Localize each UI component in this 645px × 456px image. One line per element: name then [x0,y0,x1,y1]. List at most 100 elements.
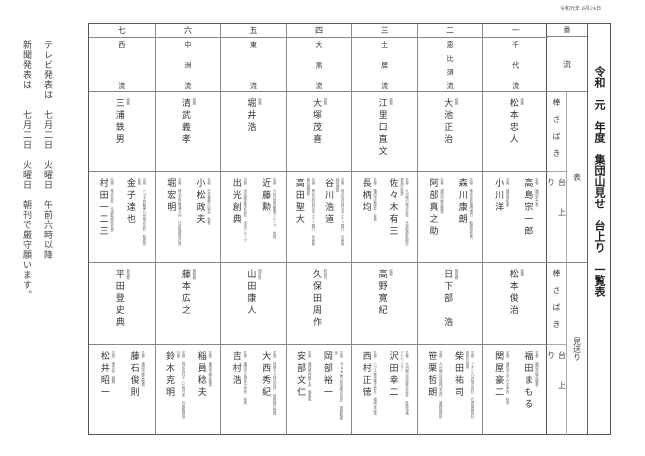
column-number: 五 [221,24,286,38]
person-name: 堀宏明 [165,178,176,214]
sobu-row-cell: 副総務 藤本広之 [155,263,221,345]
column-number: 四 [286,24,352,38]
document-date: 令和元年 6月24日 [560,6,602,12]
daiagari-row-cell: 名誉 福岡市市長 高島宗一郎 名誉 福岡県知事 小川洋 [483,172,548,263]
person-name: 笹栗哲朗 [426,351,437,399]
miokuri-bosabaki-label: 棒さばき [547,263,566,345]
ryu-name: 中洲流 [155,37,221,92]
miokuri-label: 見送り [566,263,587,435]
person-entry: 名誉 福岡市立博多小学校 校長 吉村浩 [230,351,248,429]
ryu-column: 六 中洲流 総務 清武義孝 名誉 日本喜劇人協会 会長 小松政夫 名誉 株式会社… [154,24,221,434]
person-name: 近藤勲 [260,178,271,214]
person-role: 総務 [389,98,394,105]
person-name: 福田まもる [522,351,533,411]
person-role: 名誉 福岡市立博多小学校 校長 [243,351,248,405]
row-header-column: 番 流 棒さばき 台上り 表 棒さばき 台上り 見送り [546,24,587,435]
daiagari-row-cell: 名誉 株式会社西日本シティ銀行 代表取締役頭取 谷川浩道 名誉 株式会社西日本シ… [286,172,352,263]
column-number: 三 [352,24,417,38]
person-role: 名誉 ハウス食品株式会社 福岡支店長 [373,351,378,415]
person-role: 名誉 トヨタ自動車九州株式会社 取締役会長 [137,178,147,246]
person-entry: 名誉 イオン九州株式会社 代表取締役社長執行役員 柴田祐司 [452,351,475,429]
newspaper-announcement-note: 新聞発表は 七月二日 火曜日 朝刊で厳守願います。 [21,40,31,300]
daiagari-row-cell: 名誉 福岡市議会議長 福田まもる 名誉 福岡市立千代中学校 校長 関屋豪二 [483,345,548,435]
ryu-column: 五 東流 総務 堀井浩 名誉 九州日産自動車グループ 会長 近藤勲 名誉 出光興… [220,24,286,434]
person-entry: 名誉 九州電力株式会社 代表取締役副社長執行役員 佐々木有三 [386,178,409,256]
person-entry: 名誉 株式会社電通九州 代表取締役社長 堀宏明 [164,178,182,256]
person-name: 大池正治 [442,98,453,146]
person-entry: 名誉 九州朝日放送株式会社 常務取締役 笹栗哲朗 [425,351,443,429]
person-entry: 名誉 九州朝日放送株式会社 役員待遇 アナウンサー 沢田幸二 [386,351,409,429]
person-name: 阿部真之助 [427,178,438,238]
ban-label: 番 [547,24,587,37]
person-role: 名誉 九州朝日放送株式会社 役員待遇 アナウンサー [400,351,410,415]
person-role: 名誉 日本喜劇人協会 会長 [207,178,212,225]
person-name: 柴田祐司 [453,351,464,399]
person-name: 出光創典 [230,178,241,226]
person-name: 平田登史典 [113,269,124,329]
person-entry: 名誉 福岡県知事 小川洋 [492,178,510,256]
person-entry: 副総務 平田登史典 [113,269,131,338]
sobu-row-cell: 総務 三浦鉄男 [89,92,155,172]
person-role: 総務 [520,269,525,276]
person-role: 名誉 株式会社テレビ西日本 代表取締役社長 [176,351,186,419]
person-entry: 名誉 ハウス食品株式会社 福岡支店長 西村正徳 [360,351,378,429]
person-role: 副総務 [455,269,460,280]
sobu-row-cell: 総務 松本忠人 [483,92,548,172]
person-role: 名誉 福岡県弁護士会 理事長 [308,351,313,401]
column-number: 六 [155,24,221,38]
person-entry: 名誉 RKB毎日放送株式会社 常務取締役 岡部裕一 [321,351,344,429]
daiagari-row-cell: 名誉 福岡市議会議員 藤石俊則 名誉 連合会 顧問 松井昭一 [89,345,155,435]
person-role: 名誉 福岡市市長 [535,178,540,207]
person-name: 江里口直文 [376,98,387,158]
person-name: 佐々木有三 [387,178,398,238]
person-entry: 名誉 株式会社西日本シティ銀行 代表取締役副頭取 高田聖大 [293,178,316,256]
daiagari-row-cell: 名誉 西部ガス株式会社 常務執行役員 大西秀紀 名誉 福岡市立博多小学校 校長 … [221,345,286,435]
person-role: 相談役 [258,269,263,280]
person-role: 総務 [323,98,328,105]
person-name: 松本俊治 [507,269,518,317]
sobu-row-cell: 町総代 久保田周作 [286,263,352,345]
person-role: 名誉 西部ガス株式会社 常務執行役員 [273,351,278,415]
person-role: 総務 [520,98,525,105]
person-role: 名誉 福岡市議会議長 [535,351,540,387]
daiagari-row-cell: 名誉 九州電力株式会社 代表取締役副社長執行役員 佐々木有三 名誉 福岡市医師会… [352,172,417,263]
person-name: 大塚茂喜 [310,98,321,146]
person-name: 森川康朗 [456,178,467,226]
person-name: 松本忠人 [507,98,518,146]
person-entry: 名誉 株式会社 代表取締役社長 村田一二三 [97,178,115,256]
column-number: 二 [417,24,483,38]
sobu-row-cell: 総務 大塚茂喜 [286,92,352,172]
sobu-row-cell: 総務 高野寛紀 [352,263,417,345]
person-entry: 名誉 株式会社西日本シティ銀行 代表取締役頭取 谷川浩道 [322,178,345,256]
person-entry: 名誉 福岡市立千代中学校 校長 関屋豪二 [492,351,510,429]
person-entry: 総務 松本俊治 [507,269,525,338]
person-entry: 名誉 連合会 顧問 松井昭一 [98,351,116,429]
person-name: 日下部 浩 [442,269,453,329]
miokuri-daiagari-label: 台上り [546,351,567,411]
daiagari-row-cell: 名誉 九州日産自動車グループ 会長 近藤勲 名誉 出光興産株式会社 出光グループ… [221,172,286,263]
person-name: 藤本広之 [179,269,190,317]
ryu-name: 千代流 [483,37,548,92]
person-name: 吉村浩 [230,351,241,387]
person-name: 大西秀紀 [260,351,271,399]
daiagari-row-cell: 名誉 トヨタ自動車九州株式会社 取締役会長 金子達也 名誉 株式会社 代表取締役… [89,172,155,263]
omote-daiagari-label: 台上り [547,172,567,263]
omote-bosabaki-label: 棒さばき [547,92,566,172]
person-entry: 名誉 西部ガス株式会社 常務執行役員 大西秀紀 [259,351,277,429]
person-role: 名誉 九州朝日放送株式会社 常務取締役 [439,351,444,419]
person-name: 松井昭一 [98,351,109,399]
person-role: 名誉 福岡市医師会 会長 [373,178,378,221]
person-name: 岡部裕一 [321,351,332,399]
person-entry: 副総務 日下部 浩 [441,269,459,338]
person-role: 名誉 九州日産自動車グループ 会長 [273,178,278,239]
person-name: 西村正徳 [360,351,371,399]
person-role: 名誉 株式会社福岡銀行 取締役会長 [469,178,474,239]
person-role: 名誉 福岡市議会議員 [141,351,146,387]
ryu-column: 二 恵比須流 総務 大池正治 名誉 株式会社福岡銀行 取締役会長 森川康朗 名誉… [416,24,483,434]
person-role: 名誉 九州電力株式会社 代表取締役副社長執行役員 [400,178,410,246]
sobu-row-cell: 総務 江里口直文 [352,92,417,172]
person-entry: 名誉 株式会社福岡銀行 取締役会長 森川康朗 [456,178,474,256]
person-entry: 総務 松本忠人 [507,98,525,165]
person-name: 小川洋 [493,178,504,214]
person-role: 名誉 福岡市議会議員 [440,178,445,214]
